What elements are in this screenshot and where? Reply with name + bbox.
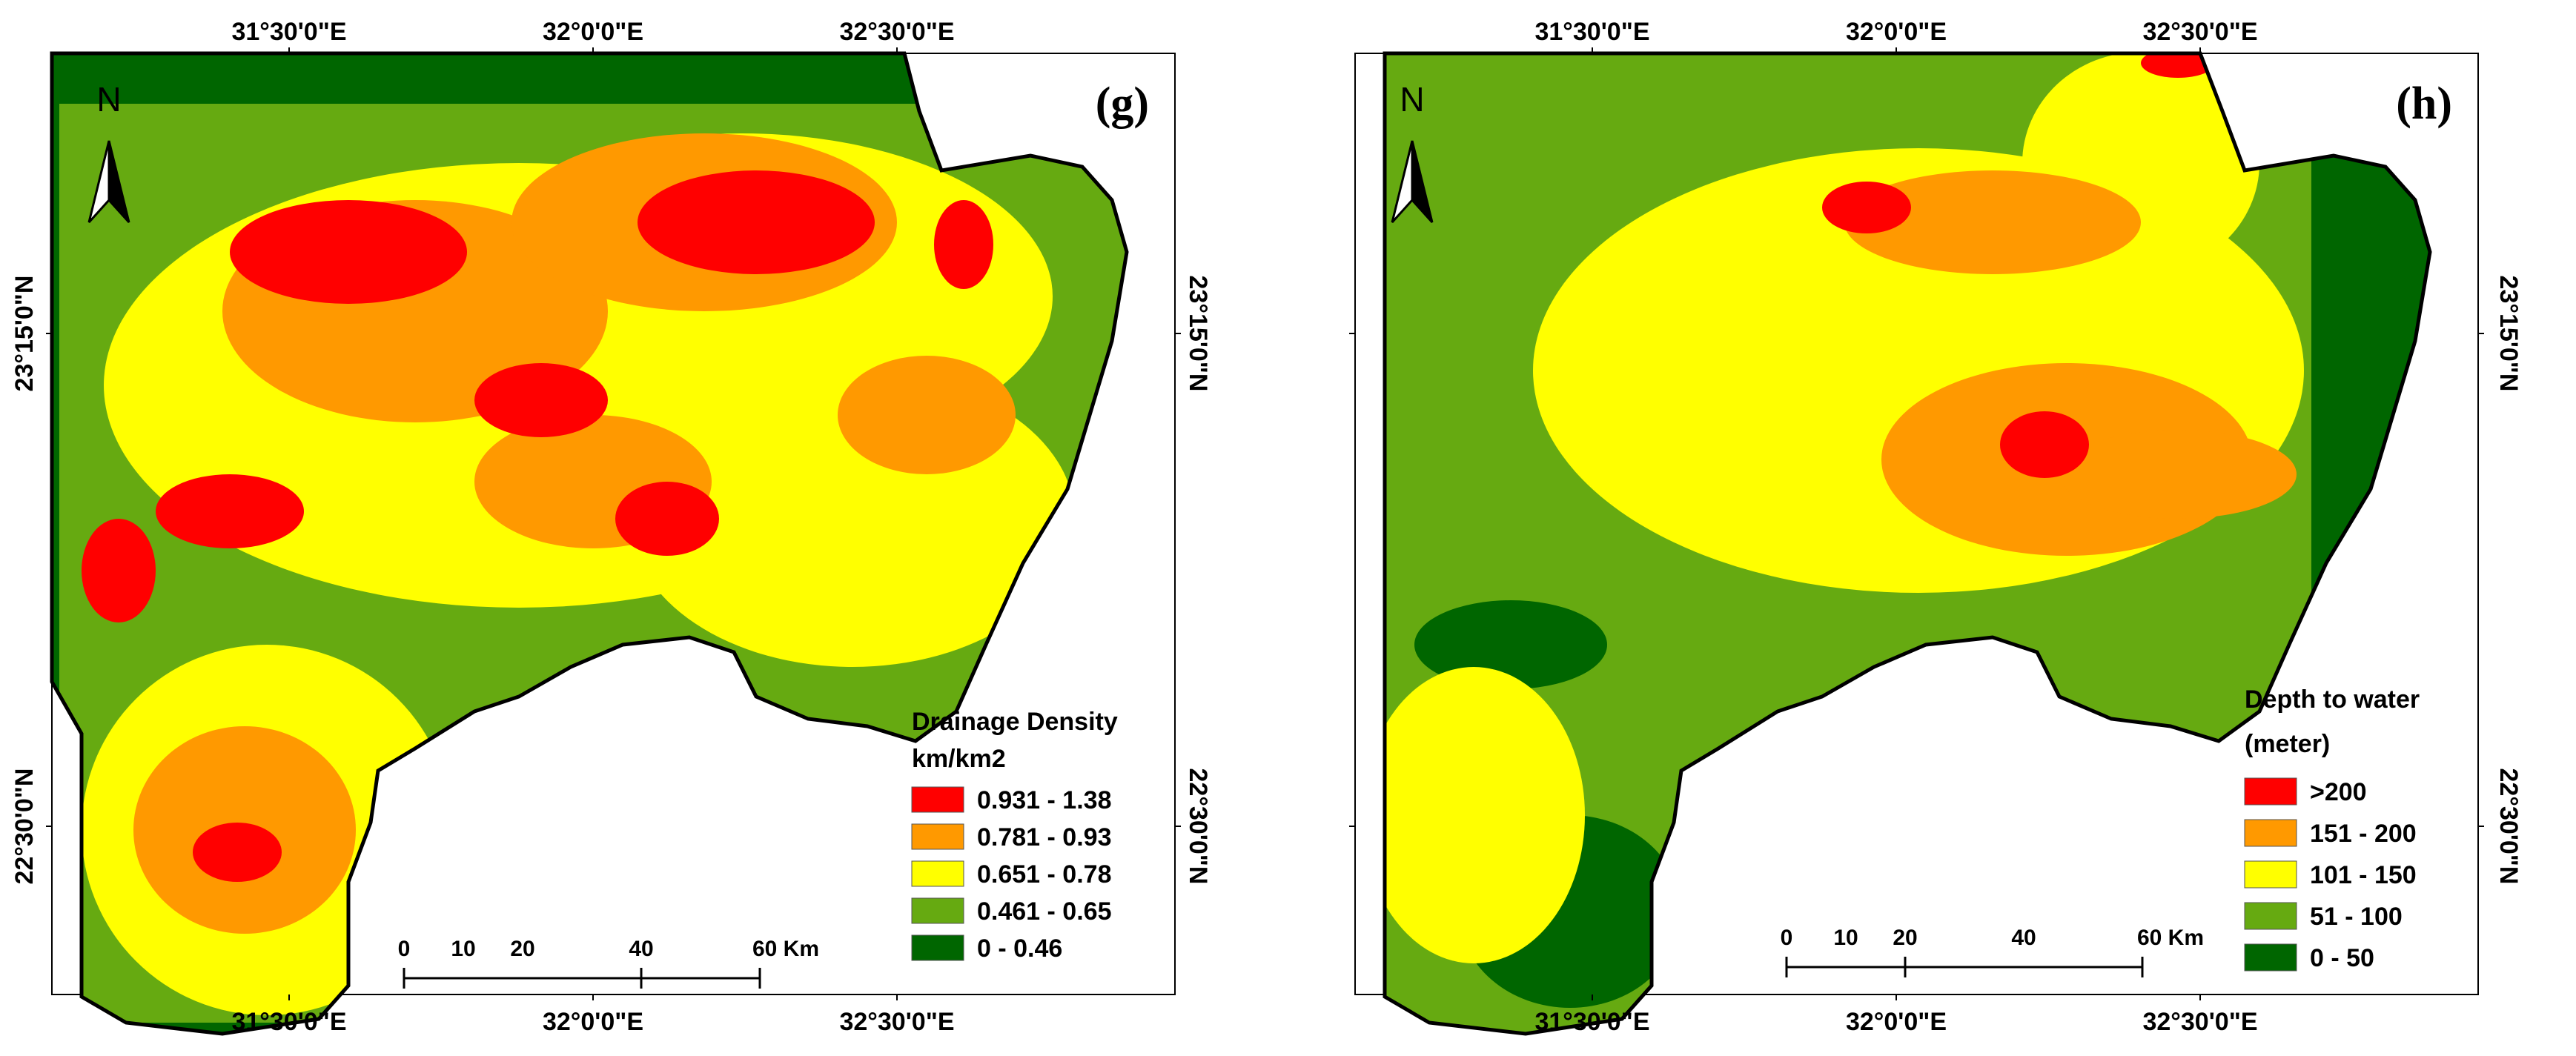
drainage-density-map-panel: 31°30'0"E 32°0'0"E 32°30'0"E 31°30'0"E 3…	[10, 18, 1212, 1036]
legend-label-4: 0.461 - 0.65	[977, 897, 1111, 926]
right-tick-label-1: 23°15'0"N	[1184, 276, 1212, 392]
bottom-tick-label-2: 32°0'0"E	[1846, 1008, 1947, 1036]
right-tick-label-1: 23°15'0"N	[2494, 276, 2523, 392]
legend-title-line1: Drainage Density	[912, 708, 1118, 736]
legend: Depth to water (meter) >200 151 - 200 10…	[2244, 685, 2420, 972]
right-tick-label-2: 22°30'0"N	[1184, 768, 1212, 885]
legend-swatch-5	[911, 934, 964, 961]
legend: Drainage Density km/km2 0.931 - 1.38 0.7…	[911, 708, 1118, 963]
legend-swatch-2	[911, 823, 964, 850]
legend-swatch-5	[2244, 943, 2297, 972]
study-area-boundary	[1383, 51, 2432, 1036]
scale-label-40: 40	[629, 937, 653, 961]
legend-swatch-3	[911, 860, 964, 887]
bottom-tick-label-1: 31°30'0"E	[231, 1008, 346, 1036]
top-tick-label-2: 32°0'0"E	[543, 18, 643, 46]
panel-label: (g)	[1096, 79, 1149, 129]
north-arrow-icon	[87, 140, 130, 224]
scale-bar: 0 10 20 40 60 Km	[1781, 926, 2204, 977]
scale-label-0: 0	[1781, 926, 1793, 950]
north-label: N	[1400, 80, 1424, 119]
legend-label-4: 51 - 100	[2310, 903, 2403, 931]
legend-swatch-1	[2244, 777, 2297, 806]
scale-label-20: 20	[510, 937, 534, 961]
top-tick-label-3: 32°30'0"E	[2142, 18, 2257, 46]
scale-label-40: 40	[2011, 926, 2036, 950]
legend-title-line1: Depth to water	[2245, 685, 2420, 714]
right-tick-label-2: 22°30'0"N	[2494, 768, 2523, 885]
scale-label-60: 60 Km	[2137, 926, 2204, 950]
bottom-tick-label-2: 32°0'0"E	[543, 1008, 643, 1036]
drainage-density-map: 31°30'0"E 32°0'0"E 32°30'0"E 31°30'0"E 3…	[10, 18, 1212, 1036]
legend-label-3: 0.651 - 0.78	[977, 860, 1111, 889]
depth-to-water-map-panel: 31°30'0"E 32°0'0"E 32°30'0"E 31°30'0"E 3…	[1288, 0, 2576, 1056]
legend-title-line2: km/km2	[912, 745, 1006, 773]
left-tick-label-2: 22°30'0"N	[10, 768, 39, 885]
legend-title-line2: (meter)	[2245, 730, 2330, 758]
bottom-tick-label-3: 32°30'0"E	[839, 1008, 954, 1036]
north-arrow-icon	[1391, 140, 1434, 224]
scale-label-10: 10	[1833, 926, 1858, 950]
top-tick-label-2: 32°0'0"E	[1846, 18, 1947, 46]
study-area	[1385, 53, 2430, 1034]
panel-label: (h)	[2396, 79, 2452, 129]
bottom-tick-label-3: 32°30'0"E	[2142, 1008, 2257, 1036]
scale-label-20: 20	[1893, 926, 1917, 950]
scale-bar: 0 10 20 40 60 Km	[398, 937, 819, 989]
legend-label-1: >200	[2310, 778, 2367, 806]
legend-label-5: 0 - 0.46	[977, 934, 1062, 963]
scale-label-60: 60 Km	[752, 937, 819, 961]
legend-label-2: 151 - 200	[2310, 820, 2417, 848]
legend-swatch-4	[2244, 902, 2297, 930]
scale-label-10: 10	[451, 937, 475, 961]
legend-label-1: 0.931 - 1.38	[977, 786, 1111, 814]
north-label: N	[96, 80, 121, 119]
left-tick-label-1: 23°15'0"N	[10, 276, 39, 392]
top-tick-label-1: 31°30'0"E	[231, 18, 346, 46]
depth-to-water-map: 31°30'0"E 32°0'0"E 32°30'0"E 31°30'0"E 3…	[1349, 18, 2523, 1036]
top-tick-label-1: 31°30'0"E	[1534, 18, 1649, 46]
bottom-tick-label-1: 31°30'0"E	[1534, 1008, 1649, 1036]
legend-swatch-2	[2244, 819, 2297, 847]
legend-label-5: 0 - 50	[2310, 944, 2374, 972]
legend-swatch-4	[911, 897, 964, 924]
top-tick-label-3: 32°30'0"E	[839, 18, 954, 46]
scale-label-0: 0	[398, 937, 411, 961]
legend-label-2: 0.781 - 0.93	[977, 823, 1111, 851]
legend-swatch-3	[2244, 860, 2297, 889]
legend-swatch-1	[911, 786, 964, 813]
legend-label-3: 101 - 150	[2310, 861, 2417, 889]
study-area-boundary	[50, 51, 1129, 1036]
